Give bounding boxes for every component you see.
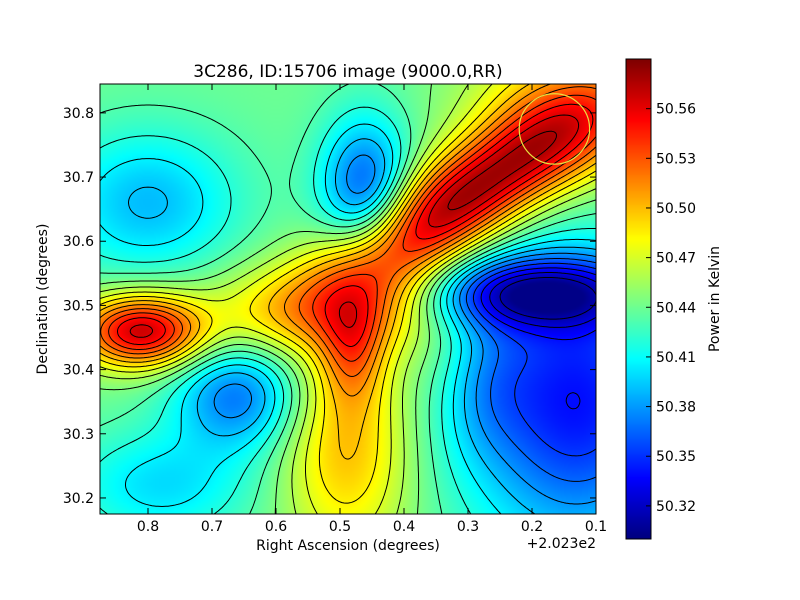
beam-circle: [518, 93, 591, 165]
x-tick-label: 0.2: [521, 519, 543, 535]
x-tick-label: 0.3: [457, 519, 479, 535]
plot-area: [99, 83, 597, 515]
y-tick-label: 30.4: [63, 363, 94, 379]
colorbar-tick-label: 50.56: [656, 102, 696, 118]
colorbar: 50.32 50.35 50.38 50.41 50.44 50.47 50.50 50.53…: [625, 58, 723, 540]
x-axis-offset-label: +2.023e2: [527, 536, 596, 552]
colorbar-tick-label: 50.50: [656, 201, 696, 217]
y-tick-label: 30.3: [63, 427, 94, 443]
y-tick-label: 30.2: [63, 491, 94, 507]
contour-level: [100, 84, 596, 514]
x-tick-label: 0.5: [329, 519, 351, 535]
contour-level: [489, 272, 596, 328]
contour-level: [128, 138, 596, 514]
y-axis: 30.2 30.3 30.4 30.5 30.6 30.7 30.8: [63, 106, 596, 507]
x-tick-label: 0.1: [585, 519, 607, 535]
contour-level: [100, 106, 596, 514]
colorbar-tick-label: 50.47: [656, 251, 696, 267]
heatmap-image: [100, 84, 596, 514]
contour-level: [472, 262, 596, 457]
colorbar-tick-label: 50.32: [656, 499, 696, 515]
contour-level: [100, 84, 596, 504]
colorbar-tick-label: 50.38: [656, 400, 696, 416]
y-tick-label: 30.6: [63, 234, 94, 250]
contour-level: [213, 154, 596, 505]
contour-level: [480, 267, 596, 410]
colorbar-ticks: 50.32 50.35 50.38 50.41 50.44 50.47 50.50 50.53…: [646, 102, 696, 515]
y-tick-label: 30.8: [63, 106, 94, 122]
contour-level: [100, 84, 596, 514]
x-tick-label: 0.6: [265, 519, 287, 535]
colorbar-tick-label: 50.53: [656, 151, 696, 167]
y-axis-label: Declination (degrees): [35, 224, 51, 375]
colorbar-gradient: [626, 59, 651, 539]
chart-title: 3C286, ID:15706 image (9000.0,RR): [193, 62, 502, 82]
x-tick-label: 0.4: [393, 519, 415, 535]
colorbar-label: Power in Kelvin: [707, 246, 723, 352]
x-axis: 0.8 0.7 0.6 0.5 0.4 0.3 0.2 0.1: [137, 84, 607, 535]
contour-level: [100, 86, 596, 377]
x-tick-label: 0.8: [137, 519, 159, 535]
colorbar-tick-label: 50.35: [656, 449, 696, 465]
plot-frame: [99, 83, 597, 515]
contour-level: [100, 84, 596, 397]
y-tick-label: 30.7: [63, 170, 94, 186]
colorbar-tick-label: 50.44: [656, 300, 696, 316]
contour-level: [447, 130, 557, 211]
contour-level: [100, 84, 596, 460]
contour-level: [129, 114, 580, 338]
contour-level: [499, 277, 596, 320]
x-tick-label: 0.7: [201, 519, 223, 535]
contour-level: [100, 123, 596, 514]
colorbar-frame: [625, 58, 652, 540]
contour-level: [465, 258, 596, 482]
contour-lines: [100, 84, 596, 514]
y-tick-label: 30.5: [63, 298, 94, 314]
x-axis-label: Right Ascension (degrees): [256, 538, 440, 554]
colorbar-tick-label: 50.41: [656, 350, 696, 366]
